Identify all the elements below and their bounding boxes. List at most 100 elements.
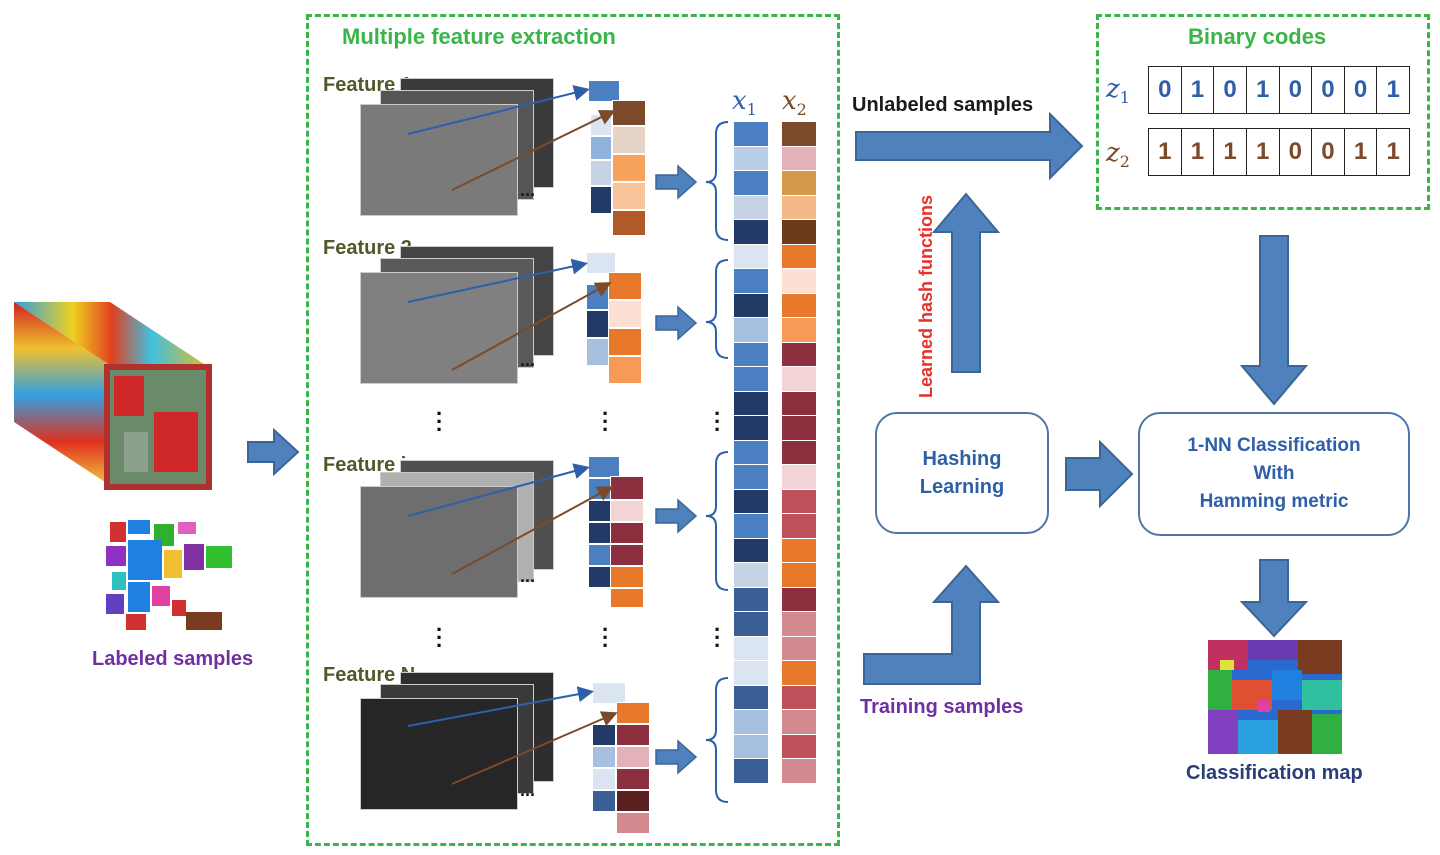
x1-cell [734, 195, 768, 220]
z1-bit: 0 [1149, 67, 1182, 113]
binary-codes-region [1096, 14, 1430, 210]
x2-vector [782, 122, 816, 784]
x2-cell [782, 318, 816, 343]
feature-extraction-title: Multiple feature extraction [342, 24, 616, 49]
labeled-samples-map [106, 520, 232, 630]
x1-cell [734, 514, 768, 539]
x1-cell [734, 342, 768, 367]
x2-cell [782, 367, 816, 392]
x1-cell [734, 122, 768, 147]
unlabeled-samples-label: Unlabeled samples [852, 94, 1034, 116]
z2-bit: 1 [1345, 129, 1378, 175]
z1-bit: 1 [1386, 76, 1400, 103]
x2-cell [782, 171, 816, 196]
x1-cell [734, 465, 768, 490]
x1-cell [734, 318, 768, 343]
x1-cell [734, 244, 768, 269]
x2-cell [782, 122, 816, 147]
training-samples-label: Training samples [860, 696, 1024, 718]
x2-cell [782, 489, 816, 514]
x2-cell [782, 293, 816, 318]
feature-i-image-front [360, 486, 518, 598]
x2-cell [782, 734, 816, 759]
x2-cell [782, 636, 816, 661]
x2-cell [782, 661, 816, 686]
x2-cell [782, 710, 816, 735]
x1-cell [734, 220, 768, 245]
x1-cell [734, 146, 768, 171]
vertical-dots-brace-2: · · · [714, 617, 722, 658]
learned-hash-functions-label: Learned hash functions [916, 194, 936, 398]
feature-1-ellipsis: ... [520, 180, 536, 200]
z1-bit: 1 [1247, 67, 1280, 113]
x1-cell [734, 489, 768, 514]
x1-cell [734, 734, 768, 759]
x2-cell [782, 146, 816, 171]
z2-bit: 1 [1247, 129, 1280, 175]
x1-cell [734, 710, 768, 735]
hashing-learning-box: Hashing Learning [875, 412, 1049, 534]
x2-cell [782, 563, 816, 588]
x1-cell [734, 636, 768, 661]
x1-cell [734, 391, 768, 416]
hashing-learning-line2: Learning [919, 476, 1005, 498]
arrow-to-features [247, 428, 300, 476]
z1-bit: 1 [1182, 67, 1215, 113]
nn-line2: With [1253, 463, 1295, 484]
x2-cell [782, 612, 816, 637]
hyperspectral-cube-image [14, 302, 212, 490]
feature-n-label: Feature N [323, 664, 416, 686]
x1-cell [734, 563, 768, 588]
x1-label: x1 [732, 86, 757, 120]
z2-bit: 1 [1149, 129, 1182, 175]
feature-i-ellipsis: ... [520, 566, 536, 586]
classification-map-image [1208, 640, 1342, 754]
vertical-dots-brace: · · · [714, 401, 722, 442]
x2-cell [782, 587, 816, 612]
labeled-samples-label: Labeled samples [92, 648, 254, 670]
feature-n-ellipsis: ... [520, 780, 536, 800]
vertical-dots-vectors-2: · · · [602, 617, 610, 658]
x2-cell [782, 342, 816, 367]
z1-bit: 0 [1345, 67, 1378, 113]
x2-cell [782, 244, 816, 269]
x1-cell [734, 269, 768, 294]
x2-cell [782, 538, 816, 563]
x1-cell [734, 416, 768, 441]
classification-map-label: Classification map [1186, 762, 1363, 784]
x2-cell [782, 416, 816, 441]
x1-cell [734, 538, 768, 563]
nn-line3: Hamming metric [1199, 491, 1349, 512]
z1-label: z1 [1106, 74, 1130, 108]
x2-cell [782, 440, 816, 465]
x1-cell [734, 440, 768, 465]
x1-vector [734, 122, 768, 784]
feature-n-image-front [360, 698, 518, 810]
x2-cell [782, 195, 816, 220]
vertical-dots-images: · · · [436, 401, 444, 442]
hashing-learning-line1: Hashing [922, 448, 1002, 470]
z1-bit: 0 [1312, 67, 1345, 113]
x1-cell [734, 367, 768, 392]
x1-cell [734, 759, 768, 784]
binary-codes-title: Binary codes [1188, 24, 1327, 49]
nn-line1: 1-NN Classification [1187, 435, 1361, 456]
x1-cell [734, 685, 768, 710]
nn-classification-box: 1-NN Classification With Hamming metric [1138, 412, 1410, 536]
z1-bit: 0 [1214, 67, 1247, 113]
x2-cell [782, 685, 816, 710]
x2-cell [782, 759, 816, 784]
x2-cell [782, 269, 816, 294]
feature-1-image-front [360, 104, 518, 216]
feature-2-label: Feature 2 [323, 237, 412, 259]
feature-2-ellipsis: ... [520, 350, 536, 370]
x1-cell [734, 293, 768, 318]
z2-bit: 0 [1280, 129, 1313, 175]
z2-label: z2 [1106, 138, 1130, 172]
x1-cell [734, 171, 768, 196]
